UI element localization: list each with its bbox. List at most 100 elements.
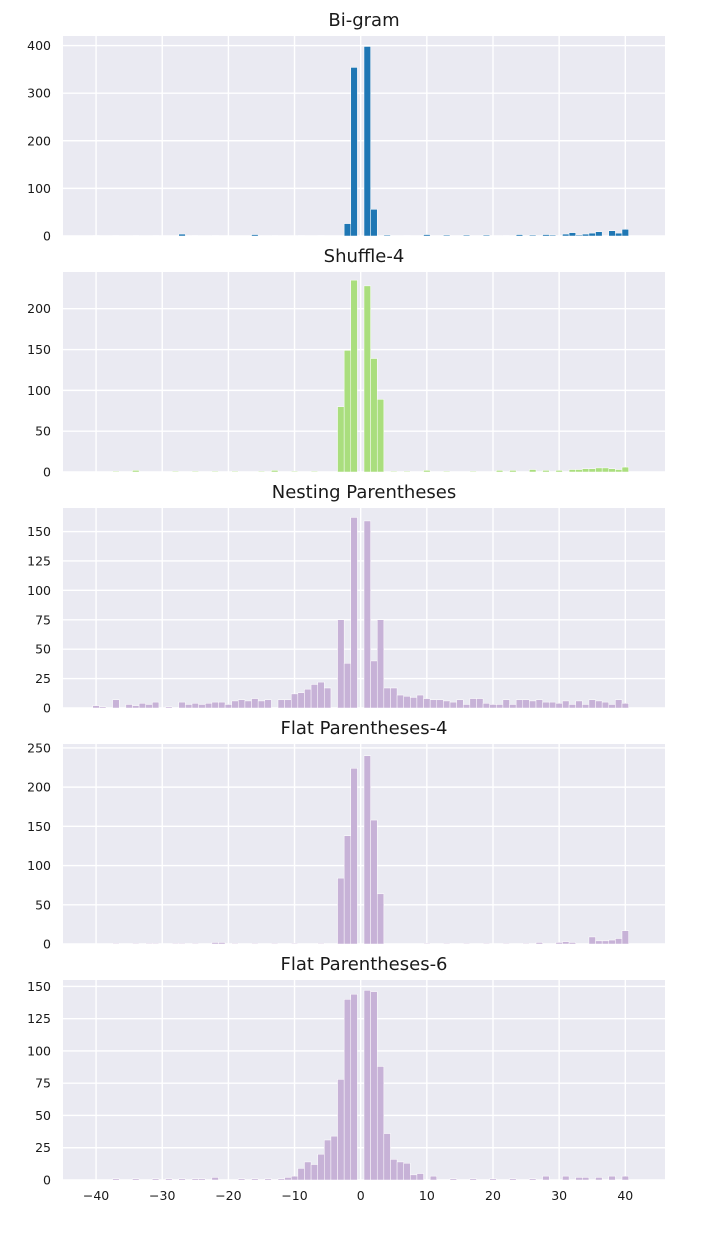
- histogram-bar: [191, 703, 199, 709]
- histogram-bar: [529, 700, 537, 709]
- histogram-bar: [423, 942, 431, 945]
- histogram-bar: [310, 1164, 318, 1181]
- histogram-bar: [178, 701, 186, 709]
- y-tick-label: 250: [27, 740, 51, 755]
- panel-title: Shuffle-4: [324, 246, 405, 267]
- histogram-bar: [337, 619, 345, 709]
- histogram-bar: [112, 942, 120, 945]
- histogram-bar: [257, 700, 266, 709]
- histogram-bar: [403, 695, 411, 709]
- histogram-bar: [92, 705, 100, 709]
- histogram-bar: [608, 1175, 616, 1181]
- histogram-bar: [562, 941, 570, 945]
- histogram-bar: [535, 942, 543, 945]
- y-tick-label: 150: [27, 979, 51, 994]
- histogram-bar: [582, 1177, 590, 1181]
- chart-panel-1: 0 100 200 300 400 Bi-gram: [27, 10, 665, 244]
- histogram-bar: [191, 470, 199, 473]
- histogram-bar: [363, 46, 371, 237]
- y-tick-label: 100: [27, 1043, 51, 1058]
- histogram-bar: [588, 936, 596, 945]
- histogram-bar: [568, 232, 576, 237]
- histogram-bar: [548, 701, 557, 709]
- histogram-bar: [211, 470, 219, 473]
- chart-panel-5: 0 25 50 75 100 125 150 −40 −30 −20 −10 0 10 20 30 40 Fla…: [27, 954, 665, 1203]
- histogram-bar: [138, 703, 146, 709]
- histogram-bar: [621, 703, 629, 709]
- y-tick-label: 400: [27, 38, 51, 53]
- histogram-bar: [443, 700, 451, 709]
- y-tick-label: 25: [35, 671, 51, 686]
- histogram-bar: [509, 470, 517, 473]
- histogram-bar: [436, 699, 444, 709]
- histogram-bar: [152, 942, 160, 945]
- histogram-bar: [588, 232, 596, 237]
- y-tick-label: 25: [35, 1140, 51, 1155]
- histogram-bar: [522, 942, 530, 945]
- y-tick-label: 75: [35, 1076, 51, 1091]
- histogram-bar: [363, 520, 371, 709]
- histogram-bar: [621, 229, 629, 237]
- histogram-bar: [416, 694, 424, 709]
- histogram-bar: [615, 699, 623, 709]
- histogram-bar: [224, 704, 232, 709]
- histogram-bar: [608, 230, 616, 237]
- histogram-bar: [317, 681, 325, 709]
- histogram-bar: [211, 1177, 219, 1181]
- histogram-bar: [621, 466, 629, 473]
- histogram-bar: [410, 697, 418, 709]
- histogram-bar: [350, 517, 358, 709]
- histogram-bar: [363, 990, 371, 1181]
- y-tick-label: 100: [27, 858, 51, 873]
- y-tick-label: 0: [43, 1173, 51, 1188]
- x-tick-label: −20: [215, 1188, 241, 1203]
- histogram-bar: [522, 699, 530, 709]
- histogram-bar: [595, 1177, 603, 1181]
- histogram-bar: [304, 688, 312, 709]
- histogram-bar: [264, 1178, 272, 1181]
- histogram-bar: [575, 700, 583, 709]
- panel-title: Nesting Parentheses: [272, 482, 456, 503]
- histogram-bar: [615, 469, 623, 473]
- histogram-bar: [489, 1178, 497, 1181]
- y-tick-label: 0: [43, 701, 51, 716]
- histogram-bar: [238, 699, 246, 709]
- histogram-bar: [152, 1178, 160, 1181]
- histogram-bar: [271, 942, 279, 945]
- histogram-bar: [568, 469, 576, 473]
- histogram-bar: [615, 938, 623, 945]
- histogram-bar: [469, 698, 477, 709]
- histogram-bar: [575, 234, 583, 237]
- histogram-bar: [171, 942, 180, 945]
- histogram-bar: [482, 703, 490, 709]
- histogram-bar: [562, 1175, 570, 1181]
- histogram-bar: [403, 470, 411, 473]
- histogram-bar: [476, 698, 484, 709]
- histogram-bar: [396, 694, 404, 709]
- histogram-bar: [317, 942, 325, 945]
- histogram-bar: [496, 704, 504, 709]
- histogram-bar: [337, 406, 345, 473]
- histogram-bar: [343, 350, 352, 473]
- histogram-bar: [343, 835, 352, 945]
- histogram-bar: [191, 942, 199, 945]
- y-tick-label: 0: [43, 229, 51, 244]
- chart-panel-3: 0 25 50 75 100 125 150 Nesting Parentheses: [27, 482, 665, 716]
- histogram-bar: [324, 1139, 332, 1181]
- histogram-bar: [165, 1178, 173, 1181]
- histogram-bar: [403, 1162, 411, 1181]
- histogram-bar: [145, 704, 153, 709]
- histogram-bar: [416, 1173, 424, 1181]
- histogram-bar: [297, 692, 305, 709]
- histogram-bar: [509, 1178, 517, 1181]
- histogram-bar: [588, 468, 596, 473]
- histogram-bar: [284, 699, 292, 709]
- histogram-bar: [575, 469, 583, 473]
- histogram-bar: [383, 687, 391, 709]
- y-tick-label: 50: [35, 897, 51, 912]
- histogram-bar: [310, 470, 318, 473]
- histogram-bar: [198, 704, 206, 709]
- histogram-bar: [396, 1161, 404, 1181]
- histogram-bar: [132, 470, 140, 473]
- histogram-bar: [211, 942, 219, 945]
